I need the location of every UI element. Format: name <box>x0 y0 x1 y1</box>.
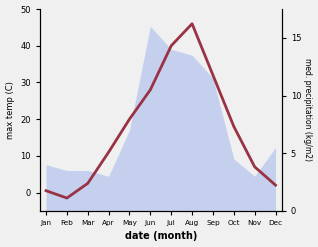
Y-axis label: max temp (C): max temp (C) <box>5 81 15 139</box>
X-axis label: date (month): date (month) <box>125 231 197 242</box>
Y-axis label: med. precipitation (kg/m2): med. precipitation (kg/m2) <box>303 59 313 162</box>
